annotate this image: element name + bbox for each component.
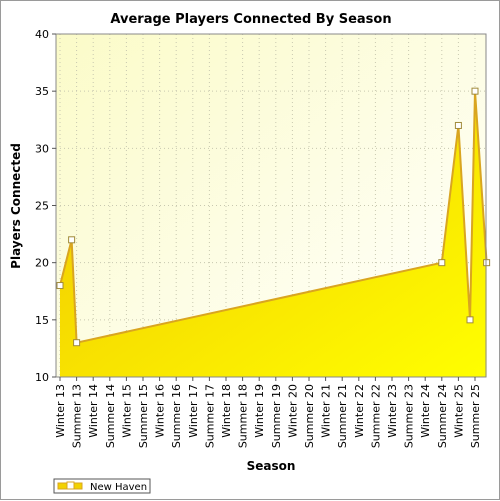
series-markers xyxy=(56,87,491,347)
legend-marker-new-haven xyxy=(66,481,75,490)
y-axis-title: Players Connected xyxy=(9,143,23,269)
x-tick-label: Winter 15 xyxy=(120,384,133,438)
data-point xyxy=(466,316,474,324)
x-tick-label: Summer 18 xyxy=(237,384,250,448)
y-tick-label: 35 xyxy=(35,85,49,98)
y-tick-label: 10 xyxy=(35,371,49,384)
x-tick-label: Winter 18 xyxy=(220,384,233,438)
x-tick-label: Summer 24 xyxy=(436,384,449,448)
x-tick-label: Summer 22 xyxy=(369,384,382,448)
x-tick-label: Winter 16 xyxy=(154,384,167,438)
x-axis-title: Season xyxy=(247,459,296,473)
x-tick-label: Winter 14 xyxy=(87,384,100,438)
x-tick-label: Summer 23 xyxy=(403,384,416,448)
x-axis: Winter 13 Summer 13 Winter 14 Summer 14 Wint… xyxy=(54,377,482,448)
data-point xyxy=(68,236,76,244)
x-tick-label: Summer 13 xyxy=(71,384,84,448)
x-tick-label: Summer 15 xyxy=(137,384,150,448)
data-point xyxy=(483,259,491,267)
series-line xyxy=(59,91,488,344)
x-tick-label: Winter 24 xyxy=(419,384,432,438)
y-tick-label: 40 xyxy=(35,28,49,41)
data-point xyxy=(454,121,462,129)
series-area xyxy=(59,91,488,378)
x-tick-label: Winter 13 xyxy=(54,384,67,438)
x-tick-label: Summer 19 xyxy=(270,384,283,448)
y-tick-label: 30 xyxy=(35,142,49,155)
x-tick-label: Winter 17 xyxy=(187,384,200,438)
y-tick-label: 25 xyxy=(35,200,49,213)
y-tick-label: 15 xyxy=(35,314,49,327)
data-point xyxy=(73,339,81,347)
x-tick-label: Winter 23 xyxy=(386,384,399,438)
x-tick-label: Winter 21 xyxy=(320,384,333,438)
series-area-fill xyxy=(60,91,487,378)
data-point xyxy=(56,282,64,290)
legend-label-new-haven: New Haven xyxy=(90,482,147,493)
x-tick-label: Summer 14 xyxy=(104,384,117,448)
data-point xyxy=(471,87,479,95)
chart-title: Average Players Connected By Season xyxy=(110,12,391,27)
x-tick-label: Winter 19 xyxy=(253,384,266,438)
x-tick-label: Winter 20 xyxy=(286,384,299,438)
x-tick-label: Summer 25 xyxy=(469,384,482,448)
x-tick-label: Summer 21 xyxy=(336,384,349,448)
x-tick-label: Summer 16 xyxy=(170,384,183,448)
y-tick-label: 20 xyxy=(35,257,49,270)
y-axis: 10 15 20 25 30 35 40 xyxy=(35,28,56,384)
x-tick-label: Summer 17 xyxy=(203,384,216,448)
legend: New Haven xyxy=(53,478,151,494)
x-tick-label: Winter 25 xyxy=(452,384,465,438)
x-tick-label: Winter 22 xyxy=(353,384,366,438)
x-tick-label: Summer 20 xyxy=(303,384,316,448)
data-point xyxy=(438,259,446,267)
